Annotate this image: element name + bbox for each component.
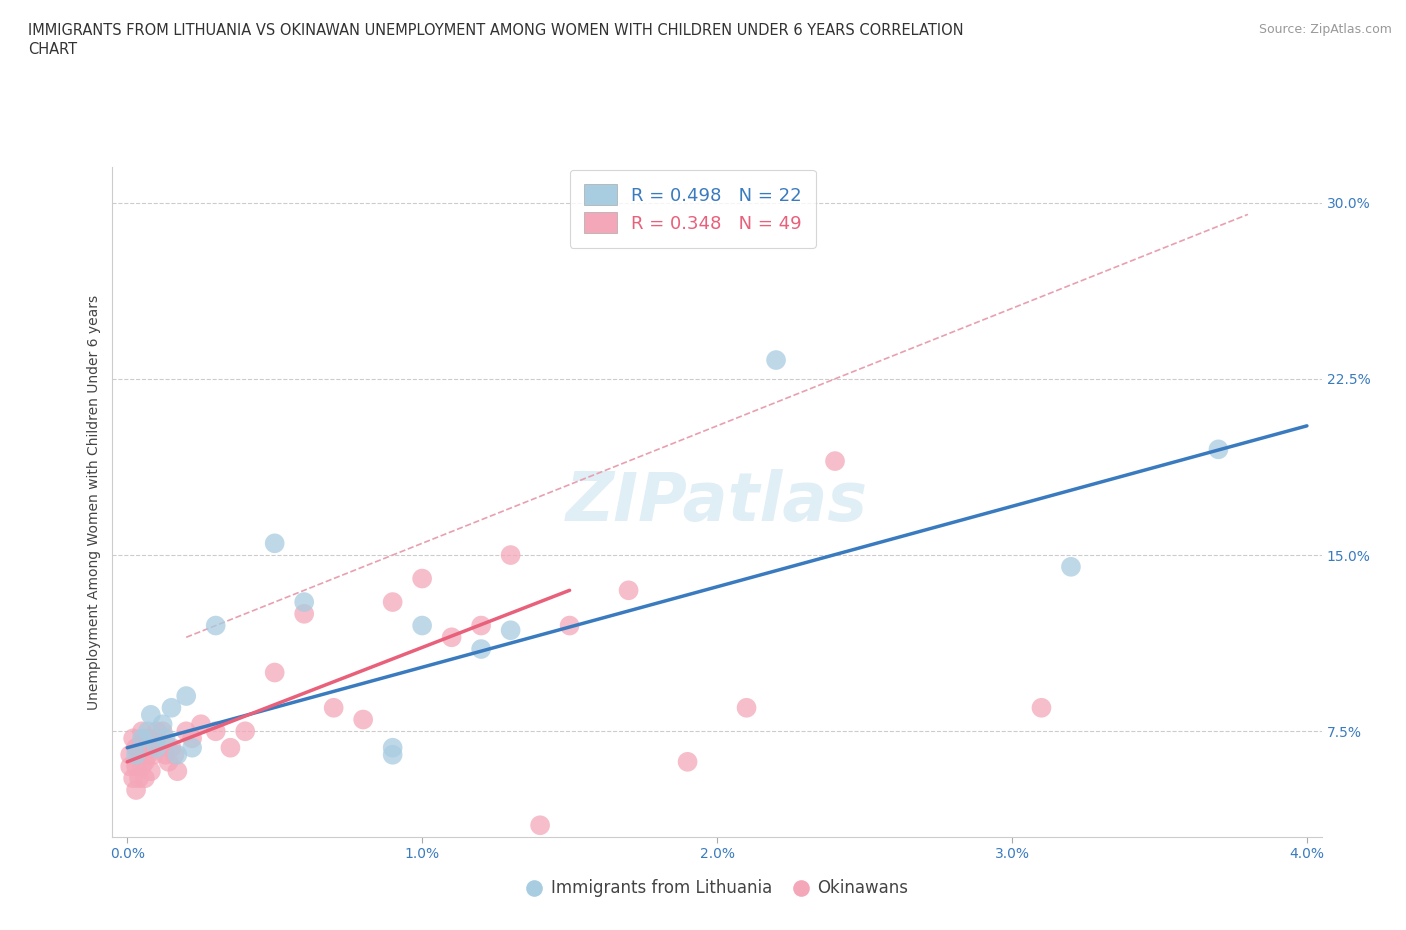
Point bbox=[263, 665, 285, 680]
Point bbox=[499, 548, 522, 563]
Point bbox=[322, 700, 344, 715]
Point bbox=[134, 771, 156, 786]
Point bbox=[381, 740, 404, 755]
Point bbox=[1060, 559, 1083, 574]
Text: CHART: CHART bbox=[28, 42, 77, 57]
Point bbox=[131, 731, 153, 746]
Point bbox=[765, 352, 787, 367]
Point bbox=[174, 688, 197, 703]
Point bbox=[163, 748, 186, 763]
Text: IMMIGRANTS FROM LITHUANIA VS OKINAWAN UNEMPLOYMENT AMONG WOMEN WITH CHILDREN UND: IMMIGRANTS FROM LITHUANIA VS OKINAWAN UN… bbox=[28, 23, 963, 38]
Point bbox=[174, 724, 197, 738]
Point bbox=[381, 594, 404, 609]
Point bbox=[120, 759, 142, 774]
Point bbox=[145, 731, 167, 746]
Text: ZIPatlas: ZIPatlas bbox=[567, 470, 868, 535]
Point bbox=[122, 731, 145, 746]
Legend: Immigrants from Lithuania, Okinawans: Immigrants from Lithuania, Okinawans bbox=[517, 871, 917, 906]
Point bbox=[139, 740, 162, 755]
Text: Source: ZipAtlas.com: Source: ZipAtlas.com bbox=[1258, 23, 1392, 36]
Point bbox=[499, 623, 522, 638]
Point bbox=[292, 606, 315, 621]
Point bbox=[1208, 442, 1230, 457]
Point bbox=[145, 740, 167, 755]
Point bbox=[131, 724, 153, 738]
Point bbox=[735, 700, 758, 715]
Point bbox=[139, 708, 162, 723]
Point bbox=[131, 759, 153, 774]
Point bbox=[155, 731, 177, 746]
Point bbox=[142, 748, 165, 763]
Point bbox=[558, 618, 581, 633]
Point bbox=[1031, 700, 1053, 715]
Point bbox=[155, 748, 177, 763]
Point bbox=[233, 724, 256, 738]
Point bbox=[136, 748, 159, 763]
Point bbox=[134, 754, 156, 769]
Point bbox=[166, 764, 188, 778]
Point bbox=[128, 771, 150, 786]
Point bbox=[157, 754, 180, 769]
Point bbox=[125, 748, 148, 763]
Point bbox=[824, 454, 846, 469]
Point bbox=[204, 618, 226, 633]
Point bbox=[352, 712, 374, 727]
Point bbox=[125, 759, 148, 774]
Point bbox=[160, 700, 183, 715]
Point bbox=[152, 724, 174, 738]
Point bbox=[136, 731, 159, 746]
Point bbox=[166, 748, 188, 763]
Point bbox=[131, 736, 153, 751]
Point bbox=[411, 618, 433, 633]
Point bbox=[139, 764, 162, 778]
Point bbox=[204, 724, 226, 738]
Point bbox=[145, 724, 167, 738]
Point bbox=[181, 731, 204, 746]
Point bbox=[136, 724, 159, 738]
Point bbox=[470, 642, 492, 657]
Point bbox=[190, 717, 212, 732]
Point bbox=[292, 594, 315, 609]
Point bbox=[125, 782, 148, 797]
Point bbox=[120, 748, 142, 763]
Point bbox=[125, 740, 148, 755]
Point bbox=[411, 571, 433, 586]
Point bbox=[529, 817, 551, 832]
Point bbox=[128, 748, 150, 763]
Y-axis label: Unemployment Among Women with Children Under 6 years: Unemployment Among Women with Children U… bbox=[87, 295, 101, 710]
Point bbox=[219, 740, 242, 755]
Point bbox=[122, 771, 145, 786]
Point bbox=[160, 740, 183, 755]
Point bbox=[470, 618, 492, 633]
Point bbox=[676, 754, 699, 769]
Point bbox=[617, 583, 640, 598]
Point bbox=[381, 748, 404, 763]
Point bbox=[263, 536, 285, 551]
Point bbox=[440, 630, 463, 644]
Point bbox=[152, 717, 174, 732]
Point bbox=[181, 740, 204, 755]
